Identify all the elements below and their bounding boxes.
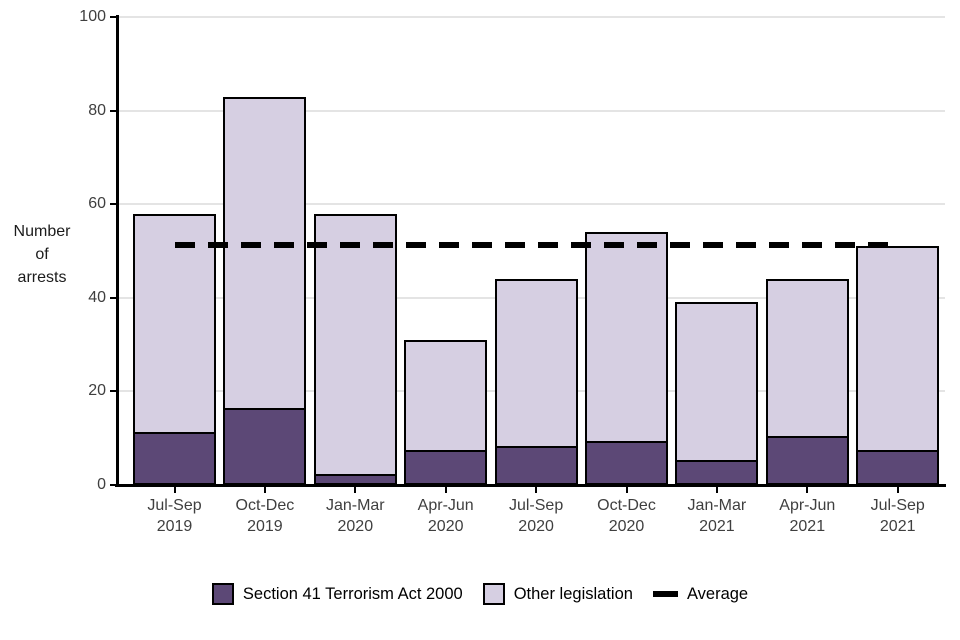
bar [765, 279, 849, 485]
legend-item-average: Average [652, 584, 749, 604]
bar-segment-section41 [135, 432, 214, 483]
legend-label-other: Other legislation [513, 584, 633, 603]
y-tick-mark [110, 109, 116, 112]
bar-segment-section41 [315, 474, 395, 483]
legend-item-section41: Section 41 Terrorism Act 2000 [211, 583, 463, 605]
bar [313, 214, 397, 485]
x-tick-mark [715, 486, 718, 493]
bar-segment-section41 [496, 446, 576, 483]
x-tick-mark [896, 486, 899, 493]
y-tick-label: 40 [88, 288, 106, 306]
x-tick-mark [444, 486, 447, 493]
bar-segment-section41 [767, 436, 847, 483]
x-tick-label: Jan-Mar 2020 [325, 497, 385, 535]
bar-segment-section41 [406, 450, 486, 483]
y-tick-mark [110, 484, 116, 486]
bar-segment-section41 [677, 460, 757, 483]
gridline [118, 109, 945, 112]
bar [223, 97, 307, 485]
x-tick-mark [173, 486, 176, 493]
x-tick-label: Oct-Dec 2019 [235, 497, 295, 535]
average-line [174, 241, 898, 248]
bar-segment-section41 [858, 450, 938, 483]
gridline [118, 16, 945, 18]
legend: Section 41 Terrorism Act 2000 Other legi… [0, 583, 960, 605]
y-tick-label: 100 [79, 8, 106, 25]
y-axis-line [116, 15, 119, 487]
bar [404, 340, 488, 485]
legend-label-section41: Section 41 Terrorism Act 2000 [242, 584, 463, 603]
x-tick-label: Jul-Sep 2020 [508, 497, 564, 535]
legend-label-average: Average [686, 584, 749, 603]
bar-segment-section41 [225, 408, 305, 483]
other-legislation-swatch-icon [482, 583, 505, 605]
x-tick-label: Jul-Sep 2021 [870, 497, 925, 535]
gridline [118, 203, 945, 206]
x-tick-label: Jan-Mar 2021 [687, 497, 747, 535]
x-tick-mark [806, 486, 809, 493]
bar [133, 214, 216, 485]
bar [585, 232, 668, 485]
y-tick-label: 80 [88, 101, 106, 119]
bar-segment-section41 [587, 441, 666, 483]
y-tick-label: 20 [88, 382, 106, 400]
x-tick-mark [625, 486, 628, 493]
y-tick-mark [110, 203, 116, 206]
x-tick-label: Apr-Jun 2020 [417, 497, 474, 535]
x-tick-mark [535, 486, 538, 493]
bar [856, 246, 940, 485]
y-tick-label: 60 [88, 195, 106, 213]
x-axis-line [115, 484, 946, 487]
y-axis-title: Number of arrests [13, 223, 71, 286]
legend-item-other: Other legislation [482, 583, 633, 605]
y-tick-label: 0 [97, 476, 106, 493]
x-tick-mark [354, 486, 357, 493]
x-tick-label: Jul-Sep 2019 [147, 497, 202, 535]
x-tick-mark [263, 486, 266, 493]
section41-swatch-icon [211, 583, 234, 605]
bar [494, 279, 578, 485]
bar [675, 302, 759, 485]
x-tick-label: Oct-Dec 2020 [597, 497, 656, 535]
average-dash-icon [652, 591, 678, 597]
y-tick-mark [110, 390, 116, 393]
y-tick-mark [110, 16, 116, 18]
y-tick-mark [110, 296, 116, 299]
x-tick-label: Apr-Jun 2021 [779, 497, 836, 535]
